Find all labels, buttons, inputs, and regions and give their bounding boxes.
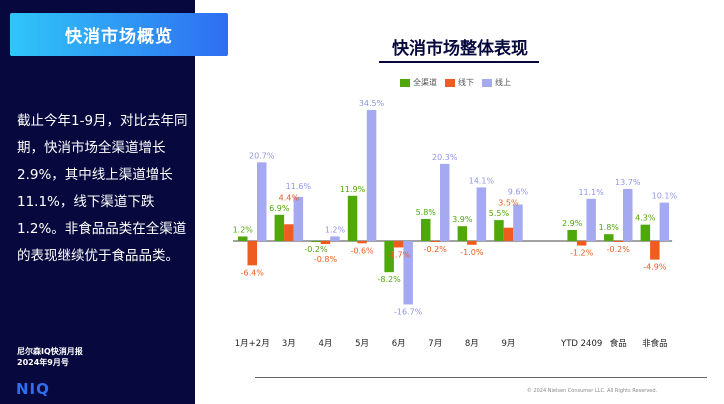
- bar-online: [476, 187, 487, 241]
- bar-offline: [320, 241, 331, 245]
- legend-label: 线上: [495, 78, 511, 87]
- bar-offline: [393, 241, 404, 248]
- bar-offline: [357, 241, 367, 244]
- data-label: 4.3%: [635, 214, 656, 223]
- bar-all-channel: [457, 226, 468, 241]
- bar-all-channel: [421, 218, 431, 241]
- data-label: 20.7%: [249, 151, 275, 160]
- bar-online: [440, 163, 450, 241]
- bar-online: [659, 202, 670, 241]
- data-label: -0.6%: [350, 246, 374, 255]
- bar-all-channel: [640, 224, 651, 241]
- data-label: 1.2%: [325, 225, 346, 234]
- category-label: YTD 2409: [560, 339, 602, 349]
- bar-all-channel: [384, 241, 394, 273]
- bar-offline: [430, 241, 440, 242]
- data-label: -0.2%: [424, 245, 448, 254]
- data-label: 14.1%: [469, 176, 495, 185]
- data-label: 3.5%: [498, 199, 519, 208]
- legend-item: 线下: [445, 77, 474, 88]
- data-label: -1.7%: [387, 250, 411, 259]
- data-label: 6.9%: [269, 204, 290, 213]
- data-label: 4.4%: [279, 193, 300, 202]
- data-label: 34.5%: [359, 99, 385, 108]
- category-label: 5月: [355, 339, 369, 349]
- bar-all-channel: [494, 220, 504, 241]
- legend-swatch: [400, 78, 410, 87]
- section-title: 快消市场概览: [10, 13, 228, 56]
- data-label: -4.9%: [643, 263, 667, 272]
- bar-online: [366, 109, 377, 242]
- bar-online: [330, 236, 340, 241]
- category-label: 食品: [610, 338, 627, 349]
- bar-online: [513, 204, 523, 241]
- copyright: © 2024 Nielsen Consumer LLC. All Rights …: [526, 388, 658, 394]
- bar-offline: [576, 241, 587, 246]
- data-label: 11.1%: [578, 188, 604, 197]
- left-panel: [0, 0, 195, 404]
- data-label: -0.8%: [314, 255, 338, 264]
- bar-all-channel: [311, 241, 321, 242]
- bar-all-channel: [274, 214, 285, 241]
- data-label: -6.4%: [241, 268, 265, 277]
- legend: 全渠道 线下 线上: [400, 77, 511, 88]
- legend-item: 全渠道: [400, 77, 437, 88]
- chart-title: 快消市场整体表现: [392, 39, 528, 59]
- data-label: -0.2%: [304, 245, 328, 254]
- bar-offline: [467, 241, 477, 245]
- data-label: 5.8%: [416, 208, 437, 217]
- data-label: 3.9%: [452, 215, 473, 224]
- category-label: 6月: [392, 339, 406, 349]
- bar-all-channel: [567, 229, 577, 241]
- bar-offline: [247, 241, 257, 266]
- data-label: 5.5%: [489, 209, 510, 218]
- data-label: 9.6%: [508, 188, 529, 197]
- data-label: -8.2%: [378, 275, 402, 284]
- bar-offline: [613, 241, 623, 242]
- legend-label: 全渠道: [413, 78, 437, 87]
- category-label: 非食品: [642, 338, 668, 349]
- data-label: 1.2%: [233, 225, 254, 234]
- niq-logo: NIQ: [16, 380, 50, 398]
- data-label: 20.3%: [432, 153, 458, 162]
- data-label: 1.8%: [599, 223, 620, 232]
- category-label: 9月: [501, 339, 515, 349]
- bar-online: [293, 196, 304, 241]
- bar-all-channel: [347, 195, 358, 241]
- legend-item: 线上: [482, 77, 511, 88]
- category-label: 8月: [465, 339, 479, 349]
- bar-offline: [503, 227, 514, 241]
- bar-online: [257, 162, 267, 241]
- report-name: 尼尔森IQ快消月报: [17, 347, 83, 356]
- bar-all-channel: [604, 234, 614, 241]
- data-label: -1.0%: [460, 248, 484, 257]
- summary-text: 截止今年1-9月，对比去年同期，快消市场全渠道增长2.9%，其中线上渠道增长11…: [17, 113, 188, 264]
- legend-label: 线下: [458, 78, 474, 87]
- category-label: 7月: [428, 339, 442, 349]
- legend-swatch: [482, 78, 492, 87]
- data-label: -16.7%: [394, 307, 423, 316]
- legend-swatch: [445, 78, 455, 87]
- bar-online: [586, 198, 596, 241]
- bar-offline: [284, 224, 294, 241]
- category-label: 4月: [318, 339, 332, 349]
- data-label: 13.7%: [615, 178, 641, 187]
- data-label: -1.2%: [570, 249, 594, 258]
- category-label: 3月: [282, 339, 296, 349]
- data-label: 11.9%: [340, 185, 366, 194]
- data-label: 2.9%: [562, 219, 583, 228]
- data-label: 10.1%: [652, 192, 678, 201]
- report-info: 尼尔森IQ快消月报 2024年9月号: [17, 346, 83, 368]
- title-underline: [379, 61, 539, 63]
- category-label: 1月+2月: [235, 339, 270, 349]
- data-label: 11.6%: [286, 182, 312, 191]
- bar-online: [403, 241, 413, 305]
- bar-offline: [650, 241, 660, 260]
- report-issue: 2024年9月号: [17, 358, 69, 367]
- bar-online: [623, 188, 633, 241]
- bar-all-channel: [238, 236, 248, 241]
- footer-divider: [255, 377, 707, 378]
- data-label: -0.2%: [607, 245, 631, 254]
